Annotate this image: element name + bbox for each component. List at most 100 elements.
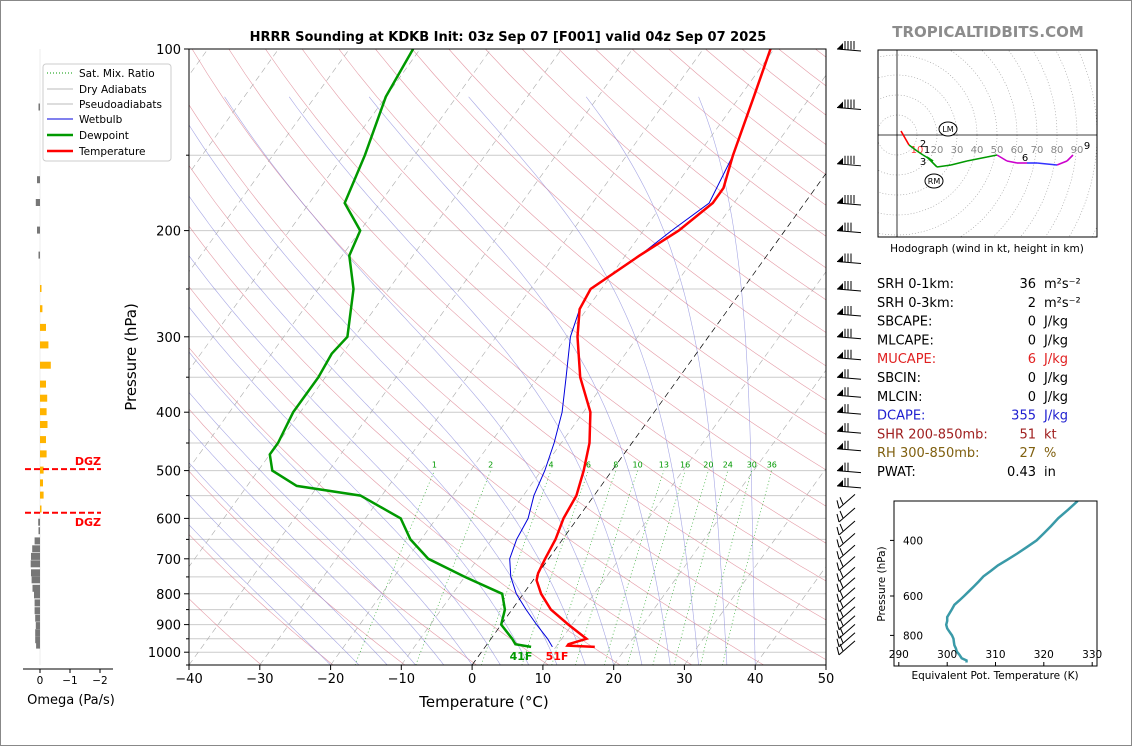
isotherm-line	[189, 49, 279, 174]
wind-barb-feather	[836, 612, 840, 621]
stat-value: 36	[1019, 277, 1036, 292]
wind-barb-staff	[838, 493, 856, 509]
wind-barb-feather	[839, 609, 844, 617]
hodograph-rm-marker	[924, 173, 944, 189]
stat-label: DCAPE:	[877, 409, 925, 424]
wind-barb-flag	[837, 101, 843, 109]
isotherm-line	[189, 49, 562, 568]
skewt-plot-frame	[188, 48, 827, 666]
wind-barb-staff	[838, 520, 856, 536]
hodograph-ring-label: 40	[971, 145, 984, 156]
wind-barb-feather	[839, 590, 844, 598]
skewt-background-lines: 1 2 4 6 8 10 13 16 20 24 30 36	[189, 49, 826, 665]
wind-barb	[836, 587, 856, 603]
skewt-x-tick-label: −40	[175, 672, 202, 687]
omega-bar	[34, 591, 40, 599]
omega-bar	[35, 614, 40, 622]
wind-barb-feather	[836, 638, 840, 647]
wind-barb	[836, 532, 856, 548]
wind-barb-flag	[837, 43, 843, 50]
wind-barb	[836, 597, 856, 612]
wind-barb-flag	[837, 330, 843, 338]
hodograph-height-label: 3	[920, 157, 926, 168]
mixing-ratio-line	[673, 470, 729, 665]
wind-barb	[836, 222, 862, 234]
wind-barb-feather	[836, 583, 840, 592]
skewt-x-tick-label: 40	[747, 672, 764, 687]
theta-e-x-tick-label: 320	[1034, 649, 1054, 661]
hodograph-ring-label: 30	[951, 145, 964, 156]
wind-barb-staff	[838, 544, 856, 560]
wind-barb	[836, 640, 856, 656]
wind-barb	[836, 194, 862, 206]
hodograph-segment	[996, 154, 1008, 162]
dry-adiabat-line	[189, 347, 549, 665]
theta-e-frame	[893, 500, 1098, 667]
wind-barb	[836, 281, 862, 292]
hodograph-lm-marker	[938, 121, 958, 137]
wind-barb	[836, 606, 856, 622]
wind-barb-feather	[836, 630, 840, 639]
hodograph-caption: Hodograph (wind in kt, height in km)	[890, 243, 1084, 255]
stat-unit: J/kg	[1043, 315, 1068, 330]
mixing-ratio-label: 13	[659, 461, 669, 470]
wind-barb	[836, 404, 862, 415]
theta-e-y-tick-label: 600	[903, 591, 923, 603]
wetbulb-profile	[509, 49, 771, 648]
stat-unit: J/kg	[1043, 409, 1068, 424]
stat-value: 0	[1028, 315, 1036, 330]
isotherm-line	[259, 49, 704, 665]
hodograph-segment	[1036, 162, 1058, 166]
hodograph-segment	[908, 144, 918, 152]
dry-adiabat-line	[191, 49, 826, 621]
wind-barb-feather	[839, 570, 844, 578]
wind-barb-flag	[837, 389, 843, 397]
skewt-y-tick-label: 300	[156, 331, 181, 346]
mixing-ratio-line	[627, 470, 686, 665]
hodograph-segment	[926, 156, 938, 168]
wind-barb	[836, 615, 856, 631]
omega-bar	[40, 479, 43, 487]
mixing-ratio-label: 8	[613, 461, 618, 470]
stat-unit: kt	[1044, 427, 1057, 442]
pseudo-adiabat-line	[189, 351, 473, 665]
wind-barb-feather	[839, 510, 844, 519]
skewt-y-tick-label: 600	[156, 512, 181, 527]
omega-bar	[40, 505, 42, 513]
theta-e-axes: 290 300 310 320 330 400 600 800	[889, 535, 1102, 666]
wind-barb-staff	[838, 597, 856, 612]
omega-bar	[36, 641, 40, 649]
mixing-ratio-label: 10	[633, 461, 643, 470]
skewt-x-tick-label: −30	[246, 672, 273, 687]
chart-title: HRRR Sounding at KDKB Init: 03z Sep 07 […	[250, 30, 767, 45]
omega-bar	[35, 636, 40, 644]
wind-barb-feather	[839, 643, 844, 652]
wind-barb-flag	[837, 425, 843, 433]
skewt-x-tick-label: 50	[818, 672, 835, 687]
omega-bar	[34, 537, 40, 545]
omega-bar	[35, 622, 40, 630]
wind-barb-staff	[838, 632, 856, 648]
omega-bar	[35, 629, 40, 637]
omega-bar	[37, 226, 40, 234]
hodograph-segment	[950, 160, 968, 166]
mixing-ratio-label: 36	[767, 461, 777, 470]
omega-bar	[32, 584, 40, 592]
wind-barb-flag	[837, 371, 843, 379]
wind-barb	[836, 349, 862, 361]
dry-adiabat-line	[411, 49, 826, 401]
theta-e-profile	[944, 501, 1079, 663]
isotherm-line	[189, 49, 633, 665]
wind-barb	[836, 577, 856, 593]
skewt-x-tick-label: −10	[388, 672, 415, 687]
omega-bar	[35, 199, 40, 206]
stat-unit: m²s⁻²	[1044, 277, 1081, 292]
skewt-legend: Sat. Mix. Ratio Dry Adiabats Pseudoadiab…	[42, 63, 172, 162]
wind-barb-feather	[836, 593, 840, 602]
hodograph-segment	[916, 150, 924, 156]
skewt-y-tick-label: 800	[156, 588, 181, 603]
sounding-parameters: SRH 0-1km: 36 m²s⁻² SRH 0-3km: 2 m²s⁻² SBCAPE:…	[877, 277, 1081, 480]
hodograph-plot: 10203040506070809012369LMRM	[878, 50, 1097, 237]
wind-barb-flag	[837, 464, 843, 472]
isotherm-line	[189, 49, 492, 469]
